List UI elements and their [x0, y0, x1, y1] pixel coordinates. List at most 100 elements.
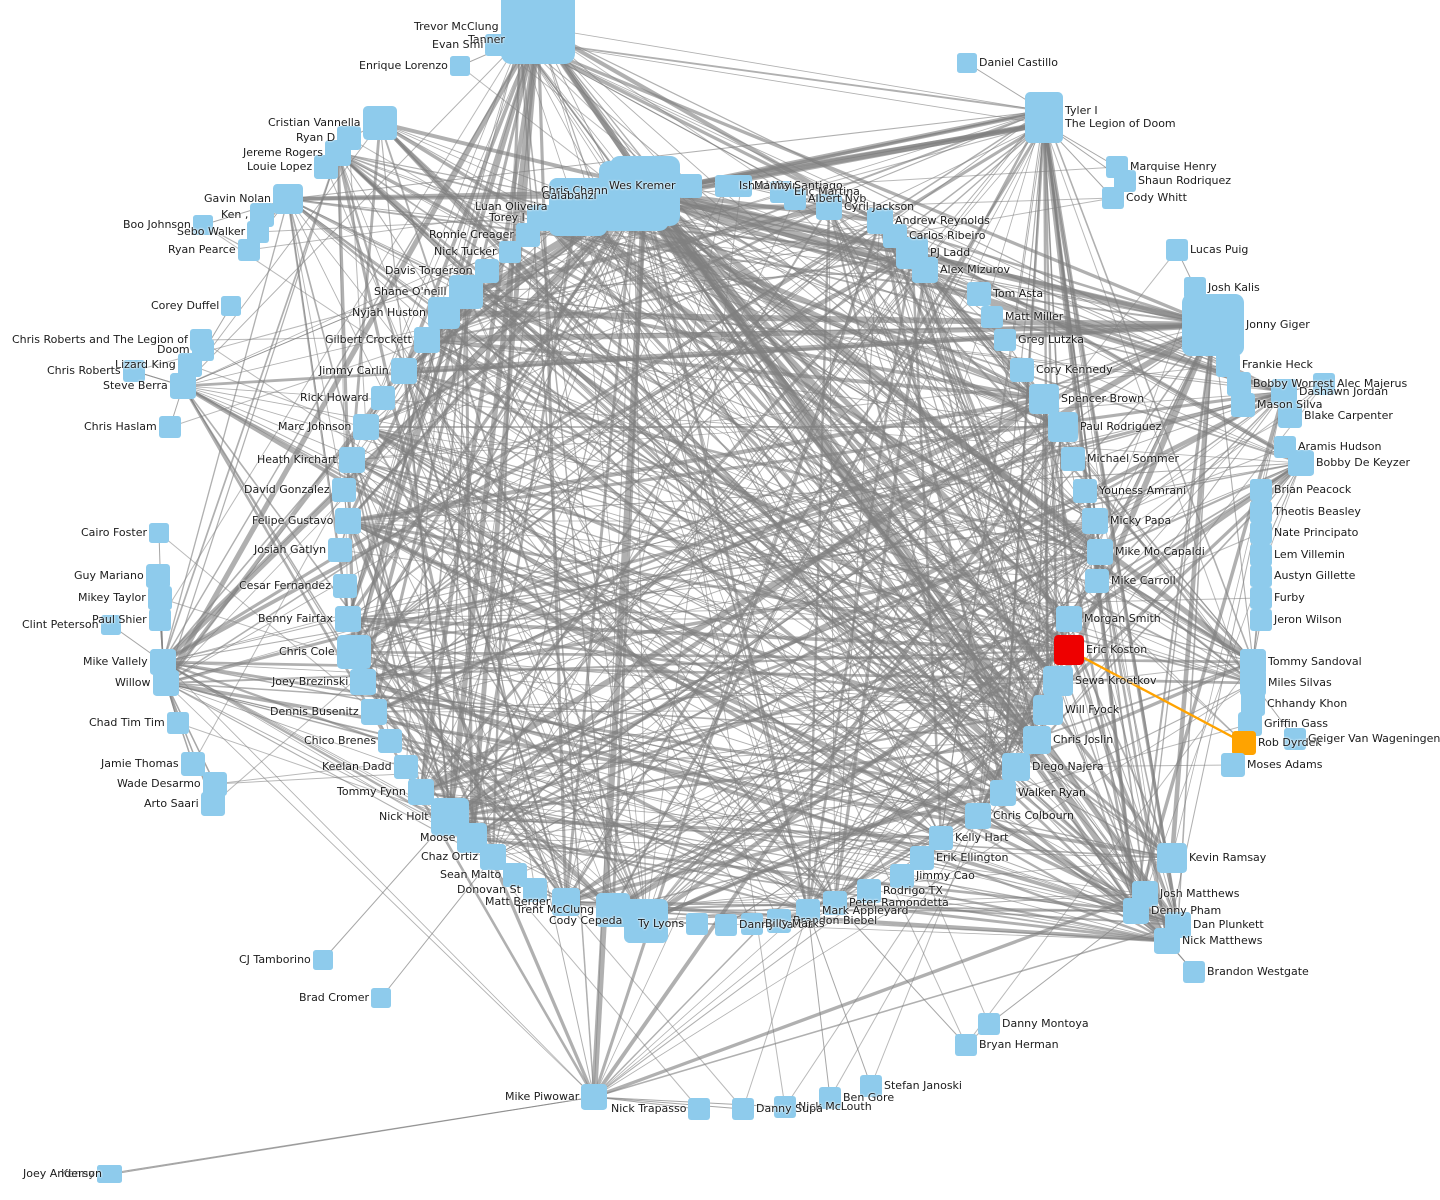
- graph-node[interactable]: [1288, 450, 1314, 476]
- graph-node[interactable]: [1183, 961, 1205, 983]
- graph-node[interactable]: [1123, 898, 1149, 924]
- graph-node[interactable]: [978, 1013, 1000, 1035]
- graph-node[interactable]: [273, 184, 303, 214]
- graph-node[interactable]: [123, 360, 145, 382]
- graph-node[interactable]: [1085, 569, 1109, 593]
- graph-node[interactable]: [1184, 277, 1206, 299]
- graph-node[interactable]: [1114, 170, 1136, 192]
- graph-node[interactable]: [414, 327, 440, 353]
- graph-node[interactable]: [678, 174, 702, 198]
- graph-node[interactable]: [499, 241, 521, 263]
- graph-node[interactable]: [333, 574, 357, 598]
- graph-node[interactable]: [149, 523, 169, 543]
- graph-node[interactable]: [1271, 379, 1297, 405]
- graph-node[interactable]: [328, 538, 352, 562]
- graph-node[interactable]: [1250, 544, 1272, 566]
- graph-node[interactable]: [990, 780, 1016, 806]
- graph-node[interactable]: [361, 699, 387, 725]
- graph-node[interactable]: [1278, 404, 1302, 428]
- graph-node[interactable]: [170, 373, 196, 399]
- graph-node[interactable]: [1166, 239, 1188, 261]
- graph-node[interactable]: [965, 803, 991, 829]
- graph-node[interactable]: [994, 329, 1016, 351]
- graph-node[interactable]: [221, 296, 241, 316]
- graph-node[interactable]: [1221, 753, 1245, 777]
- graph-node[interactable]: [857, 879, 881, 903]
- graph-node[interactable]: [730, 175, 752, 197]
- graph-node[interactable]: [314, 155, 338, 179]
- graph-node[interactable]: [146, 564, 170, 588]
- graph-node[interactable]: [332, 478, 356, 502]
- graph-node[interactable]: [955, 1034, 977, 1056]
- graph-node[interactable]: [1250, 479, 1272, 501]
- graph-node[interactable]: [1284, 728, 1306, 750]
- graph-node[interactable]: [1029, 384, 1059, 414]
- graph-node[interactable]: [1154, 928, 1180, 954]
- graph-node[interactable]: [624, 899, 668, 943]
- graph-node[interactable]: [507, 27, 533, 53]
- graph-node[interactable]: [153, 670, 179, 696]
- graph-node[interactable]: [1002, 753, 1030, 781]
- graph-node[interactable]: [167, 712, 189, 734]
- graph-node[interactable]: [371, 988, 391, 1008]
- graph-node[interactable]: [394, 755, 418, 779]
- graph-node[interactable]: [957, 53, 977, 73]
- graph-node[interactable]: [485, 34, 507, 56]
- graph-node[interactable]: [363, 106, 397, 140]
- graph-node[interactable]: [523, 878, 547, 902]
- graph-node[interactable]: [335, 606, 361, 632]
- graph-node[interactable]: [1043, 666, 1073, 696]
- graph-node[interactable]: [1087, 539, 1113, 565]
- graph-node[interactable]: [1232, 731, 1256, 755]
- graph-node[interactable]: [1048, 412, 1078, 442]
- graph-node[interactable]: [549, 178, 607, 236]
- graph-node[interactable]: [967, 282, 991, 306]
- graph-node[interactable]: [890, 864, 914, 888]
- graph-node[interactable]: [1250, 522, 1272, 544]
- graph-node[interactable]: [1061, 447, 1085, 471]
- graph-node[interactable]: [1231, 393, 1255, 417]
- graph-node[interactable]: [767, 909, 791, 933]
- graph-node[interactable]: [599, 161, 669, 231]
- graph-node[interactable]: [1313, 373, 1335, 395]
- graph-node[interactable]: [1240, 670, 1266, 696]
- graph-node[interactable]: [688, 1098, 710, 1120]
- graph-node[interactable]: [1157, 843, 1187, 873]
- graph-node[interactable]: [371, 386, 395, 410]
- graph-node[interactable]: [816, 194, 842, 220]
- graph-node[interactable]: [784, 188, 806, 210]
- graph-node[interactable]: [238, 239, 260, 261]
- graph-node[interactable]: [981, 306, 1003, 328]
- graph-node[interactable]: [247, 221, 269, 243]
- graph-node[interactable]: [1056, 606, 1082, 632]
- graph-node[interactable]: [313, 950, 333, 970]
- graph-node[interactable]: [819, 1087, 841, 1109]
- graph-node[interactable]: [1182, 294, 1244, 356]
- graph-node[interactable]: [1227, 372, 1251, 396]
- graph-node[interactable]: [1250, 609, 1272, 631]
- graph-node[interactable]: [201, 792, 225, 816]
- graph-node[interactable]: [181, 752, 205, 776]
- graph-node[interactable]: [101, 615, 121, 635]
- graph-node[interactable]: [910, 846, 934, 870]
- graph-node[interactable]: [686, 913, 708, 935]
- graph-node[interactable]: [1054, 635, 1084, 665]
- graph-node[interactable]: [823, 891, 847, 915]
- graph-node[interactable]: [1023, 726, 1051, 754]
- graph-node[interactable]: [1250, 565, 1272, 587]
- graph-node[interactable]: [193, 215, 213, 235]
- graph-node[interactable]: [1082, 508, 1108, 534]
- graph-node[interactable]: [104, 1165, 122, 1183]
- graph-node[interactable]: [149, 609, 171, 631]
- graph-node[interactable]: [350, 669, 376, 695]
- graph-node[interactable]: [378, 729, 402, 753]
- graph-node[interactable]: [391, 358, 417, 384]
- graph-node[interactable]: [1073, 479, 1097, 503]
- graph-node[interactable]: [148, 586, 172, 610]
- graph-node[interactable]: [1102, 187, 1124, 209]
- graph-node[interactable]: [732, 1098, 754, 1120]
- graph-node[interactable]: [428, 297, 460, 329]
- graph-node[interactable]: [1250, 501, 1272, 523]
- graph-node[interactable]: [450, 56, 470, 76]
- graph-node[interactable]: [1033, 695, 1063, 725]
